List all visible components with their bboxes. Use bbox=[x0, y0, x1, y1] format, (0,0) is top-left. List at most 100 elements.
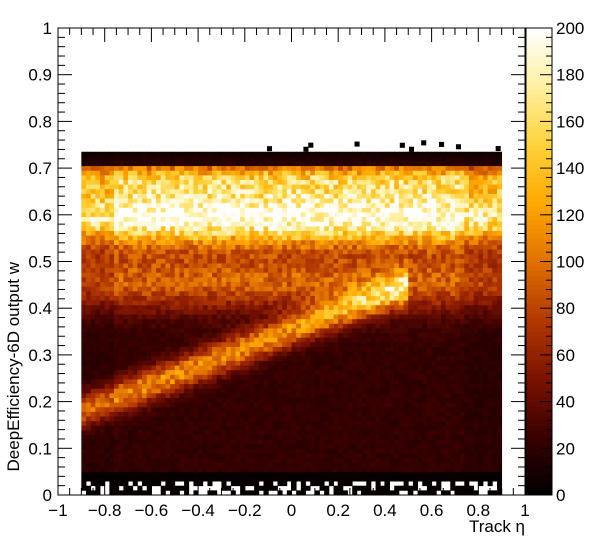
heat-cell bbox=[151, 383, 157, 389]
heat-cell bbox=[137, 263, 143, 269]
heat-cell bbox=[244, 235, 250, 241]
heat-cell bbox=[394, 216, 400, 222]
heat-cell bbox=[184, 286, 190, 292]
heat-cell bbox=[380, 184, 386, 190]
heat-cell bbox=[100, 443, 106, 450]
heat-cell bbox=[137, 355, 143, 361]
heat-cell bbox=[352, 207, 358, 213]
heat-cell bbox=[95, 272, 101, 278]
heat-cell bbox=[310, 448, 316, 454]
heat-cell bbox=[347, 314, 353, 320]
heat-cell bbox=[272, 235, 278, 241]
heat-cell bbox=[86, 392, 92, 398]
heat-cell bbox=[216, 290, 222, 296]
heat-cell bbox=[384, 374, 390, 380]
heat-cell bbox=[118, 439, 124, 445]
heat-cell bbox=[114, 341, 120, 347]
heat-cell bbox=[342, 406, 348, 412]
heat-cell bbox=[319, 411, 325, 417]
heat-cell bbox=[342, 402, 348, 408]
heat-cell bbox=[198, 165, 204, 171]
heat-cell bbox=[118, 346, 124, 352]
heat-cell bbox=[118, 448, 124, 454]
heat-cell bbox=[165, 193, 171, 199]
heat-cell bbox=[160, 392, 166, 398]
heat-cell bbox=[394, 323, 400, 329]
heat-cell bbox=[160, 267, 166, 273]
heat-cell bbox=[137, 304, 143, 310]
heat-cell bbox=[352, 341, 358, 347]
heat-cell bbox=[342, 221, 348, 227]
heat-cell bbox=[277, 156, 283, 162]
heat-cell bbox=[165, 263, 171, 269]
heat-cell bbox=[142, 225, 148, 232]
heat-cell bbox=[338, 184, 344, 190]
heat-cell bbox=[86, 416, 92, 422]
heat-cell bbox=[310, 249, 316, 255]
heat-cell bbox=[142, 332, 148, 338]
heat-cell bbox=[235, 272, 241, 278]
heat-cell bbox=[114, 193, 120, 199]
heat-cell bbox=[95, 198, 101, 204]
heat-cell bbox=[235, 379, 241, 385]
heat-cell bbox=[380, 392, 386, 398]
heat-cell bbox=[132, 179, 138, 185]
heat-cell bbox=[132, 397, 138, 403]
heat-cell bbox=[230, 467, 236, 473]
heat-cell bbox=[342, 174, 348, 180]
heat-cell bbox=[104, 411, 110, 417]
heat-cell bbox=[95, 309, 101, 315]
heat-cell bbox=[174, 304, 180, 310]
heat-cell bbox=[118, 244, 124, 250]
heat-cell bbox=[342, 365, 348, 371]
heat-cell bbox=[128, 462, 134, 468]
heat-cell bbox=[394, 244, 400, 250]
heat-cell bbox=[104, 300, 110, 306]
heat-cell bbox=[240, 253, 246, 259]
heat-cell bbox=[286, 309, 292, 315]
heat-cell bbox=[258, 161, 264, 167]
heat-cell bbox=[333, 323, 339, 329]
heat-cell bbox=[104, 184, 110, 190]
heat-cell bbox=[104, 346, 110, 352]
heat-cell bbox=[268, 230, 274, 236]
heat-cell bbox=[356, 369, 362, 375]
heat-cell bbox=[314, 434, 320, 440]
heat-cell bbox=[291, 355, 297, 361]
heat-cell bbox=[81, 351, 87, 357]
heat-cell bbox=[109, 406, 115, 412]
heat-cell bbox=[366, 309, 372, 315]
heat-cell bbox=[216, 323, 222, 329]
heat-cell bbox=[160, 365, 166, 371]
heat-cell bbox=[156, 165, 162, 171]
heat-cell bbox=[123, 314, 129, 320]
heat-cell bbox=[380, 425, 386, 431]
heat-cell bbox=[398, 443, 404, 450]
heat-cell bbox=[347, 188, 353, 194]
heat-cell bbox=[179, 457, 185, 463]
heat-cell bbox=[235, 225, 241, 232]
heat-cell bbox=[384, 392, 390, 398]
heat-cell bbox=[170, 337, 176, 343]
heat-cell bbox=[286, 295, 292, 301]
heat-cell bbox=[230, 476, 236, 482]
heat-cell bbox=[90, 212, 96, 218]
heat-cell bbox=[156, 369, 162, 375]
heat-cell bbox=[184, 341, 190, 347]
heat-cell bbox=[235, 341, 241, 347]
heat-cell bbox=[366, 230, 372, 236]
heat-cell bbox=[156, 170, 162, 176]
heat-cell bbox=[114, 309, 120, 315]
heat-cell bbox=[366, 388, 372, 394]
heat-cell bbox=[128, 272, 134, 278]
heat-cell bbox=[90, 346, 96, 352]
heat-cell bbox=[380, 351, 386, 357]
heat-cell bbox=[310, 411, 316, 417]
heat-cell bbox=[216, 216, 222, 222]
heat-cell bbox=[324, 457, 330, 463]
heat-cell bbox=[389, 244, 395, 250]
heat-cell bbox=[230, 225, 236, 232]
heat-cell bbox=[146, 341, 152, 347]
heat-cell bbox=[132, 481, 138, 487]
heat-cell bbox=[240, 402, 246, 408]
